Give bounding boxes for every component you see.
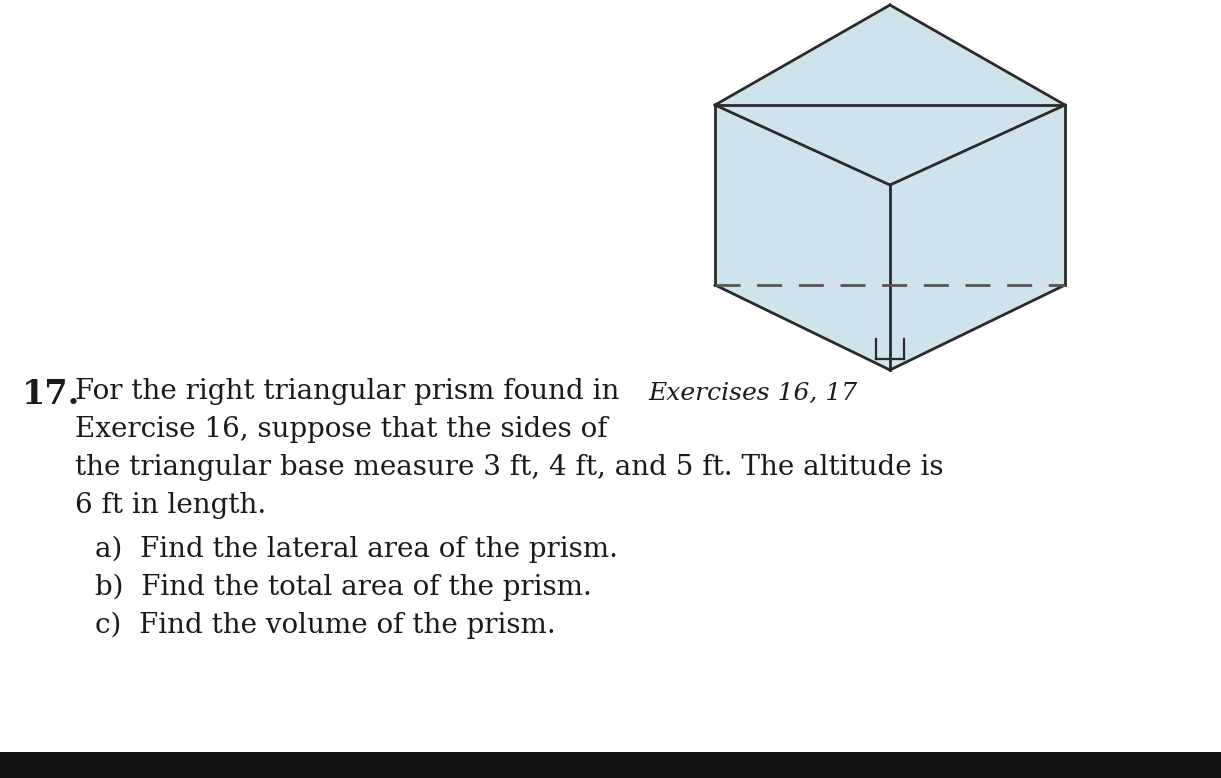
Polygon shape bbox=[716, 285, 1065, 370]
Polygon shape bbox=[890, 5, 1065, 185]
Text: the triangular base measure 3 ft, 4 ft, and 5 ft. The altitude is: the triangular base measure 3 ft, 4 ft, … bbox=[74, 454, 944, 481]
Polygon shape bbox=[716, 105, 890, 370]
Polygon shape bbox=[890, 105, 1065, 370]
Polygon shape bbox=[716, 5, 890, 185]
Polygon shape bbox=[0, 752, 1221, 778]
Text: b)  Find the total area of the prism.: b) Find the total area of the prism. bbox=[95, 574, 592, 601]
Text: Exercise 16, suppose that the sides of: Exercise 16, suppose that the sides of bbox=[74, 416, 608, 443]
Text: 6 ft in length.: 6 ft in length. bbox=[74, 492, 266, 519]
Polygon shape bbox=[716, 105, 1065, 285]
Text: c)  Find the volume of the prism.: c) Find the volume of the prism. bbox=[95, 612, 556, 640]
Text: For the right triangular prism found in: For the right triangular prism found in bbox=[74, 378, 619, 405]
Text: 17.: 17. bbox=[22, 378, 81, 411]
Text: a)  Find the lateral area of the prism.: a) Find the lateral area of the prism. bbox=[95, 536, 618, 563]
Text: Exercises 16, 17: Exercises 16, 17 bbox=[648, 382, 857, 405]
